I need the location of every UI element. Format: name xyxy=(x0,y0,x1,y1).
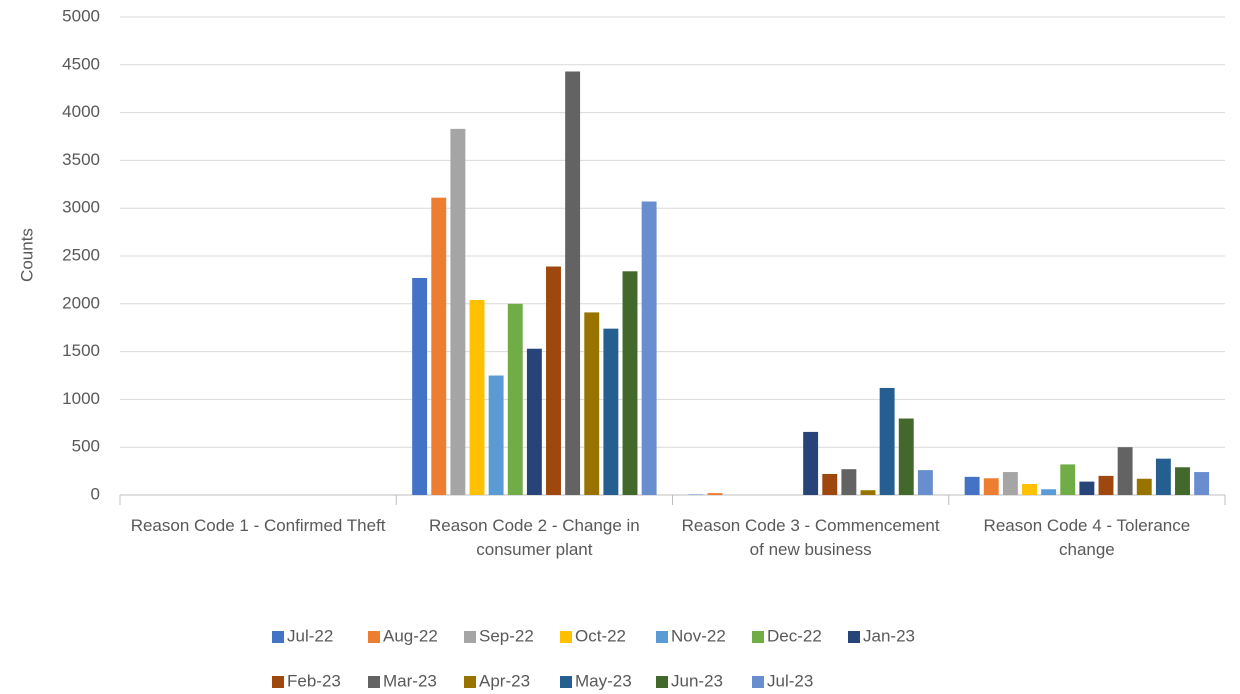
bar xyxy=(1060,464,1076,495)
bar xyxy=(584,312,600,495)
legend-label: Aug-22 xyxy=(383,626,438,645)
bar xyxy=(507,303,523,495)
legend-swatch xyxy=(464,631,476,643)
legend-swatch xyxy=(560,631,572,643)
bar xyxy=(707,493,723,495)
y-tick-label: 2000 xyxy=(62,293,100,312)
bar xyxy=(603,328,619,495)
legend-label: Mar-23 xyxy=(383,671,437,690)
y-tick-label: 3000 xyxy=(62,198,100,217)
bar xyxy=(1117,447,1133,495)
y-tick-label: 3500 xyxy=(62,150,100,169)
y-tick-label: 1500 xyxy=(62,341,100,360)
legend-swatch xyxy=(848,631,860,643)
bar xyxy=(1175,467,1190,495)
legend-swatch xyxy=(368,676,380,688)
legend-label: Jun-23 xyxy=(671,671,723,690)
y-tick-label: 4500 xyxy=(62,54,100,73)
legend-label: Jul-23 xyxy=(767,671,813,690)
bar xyxy=(641,201,657,495)
legend-swatch xyxy=(752,676,764,688)
bar xyxy=(917,470,933,495)
bar xyxy=(1098,475,1114,495)
legend-label: Dec-22 xyxy=(767,626,822,645)
x-tick-label: Reason Code 1 - Confirmed Theft xyxy=(130,516,386,535)
bar xyxy=(488,375,504,495)
bar xyxy=(1079,481,1095,495)
x-tick-label: Reason Code 4 - Tolerance change xyxy=(983,516,1191,559)
bar xyxy=(841,469,857,495)
bar xyxy=(565,71,581,495)
bar xyxy=(622,271,638,495)
bar xyxy=(879,387,895,495)
y-tick-label: 500 xyxy=(72,437,100,456)
bar xyxy=(526,348,542,495)
bar xyxy=(983,478,999,495)
bar xyxy=(803,431,819,495)
y-tick-label: 4000 xyxy=(62,102,100,121)
bar xyxy=(1002,472,1018,495)
legend-swatch xyxy=(272,631,284,643)
bar xyxy=(412,277,428,495)
legend-swatch xyxy=(560,676,572,688)
x-tick-label: Reason Code 2 - Change in consumer plant xyxy=(429,516,640,559)
bar xyxy=(1194,472,1210,495)
legend-swatch xyxy=(272,676,284,688)
bar xyxy=(546,266,561,495)
y-axis-label: Counts xyxy=(17,228,36,282)
bar xyxy=(1041,489,1057,495)
legend-label: Jul-22 xyxy=(287,626,333,645)
bar xyxy=(822,473,838,495)
bar xyxy=(431,197,447,495)
x-tick-label: Reason Code 3 - Commencement of new busi… xyxy=(681,516,940,559)
bar xyxy=(450,128,466,496)
bar xyxy=(964,476,980,495)
legend-swatch xyxy=(464,676,476,688)
y-tick-label: 2500 xyxy=(62,245,100,264)
legend-swatch xyxy=(368,631,380,643)
legend-swatch xyxy=(656,631,668,643)
legend-label: Nov-22 xyxy=(671,626,726,645)
legend-swatch xyxy=(752,631,764,643)
y-tick-label: 0 xyxy=(91,484,100,503)
bar xyxy=(898,418,914,495)
legend-label: Jan-23 xyxy=(863,626,915,645)
y-tick-label: 5000 xyxy=(62,6,100,25)
bar xyxy=(1136,478,1152,495)
legend-label: Apr-23 xyxy=(479,671,530,690)
legend-label: Feb-23 xyxy=(287,671,341,690)
bar xyxy=(469,299,485,495)
y-tick-label: 1000 xyxy=(62,389,100,408)
bar xyxy=(1022,484,1037,495)
legend-label: May-23 xyxy=(575,671,632,690)
bar xyxy=(860,490,876,495)
legend-label: Sep-22 xyxy=(479,626,534,645)
bar xyxy=(1155,458,1171,495)
legend-label: Oct-22 xyxy=(575,626,626,645)
legend-swatch xyxy=(656,676,668,688)
